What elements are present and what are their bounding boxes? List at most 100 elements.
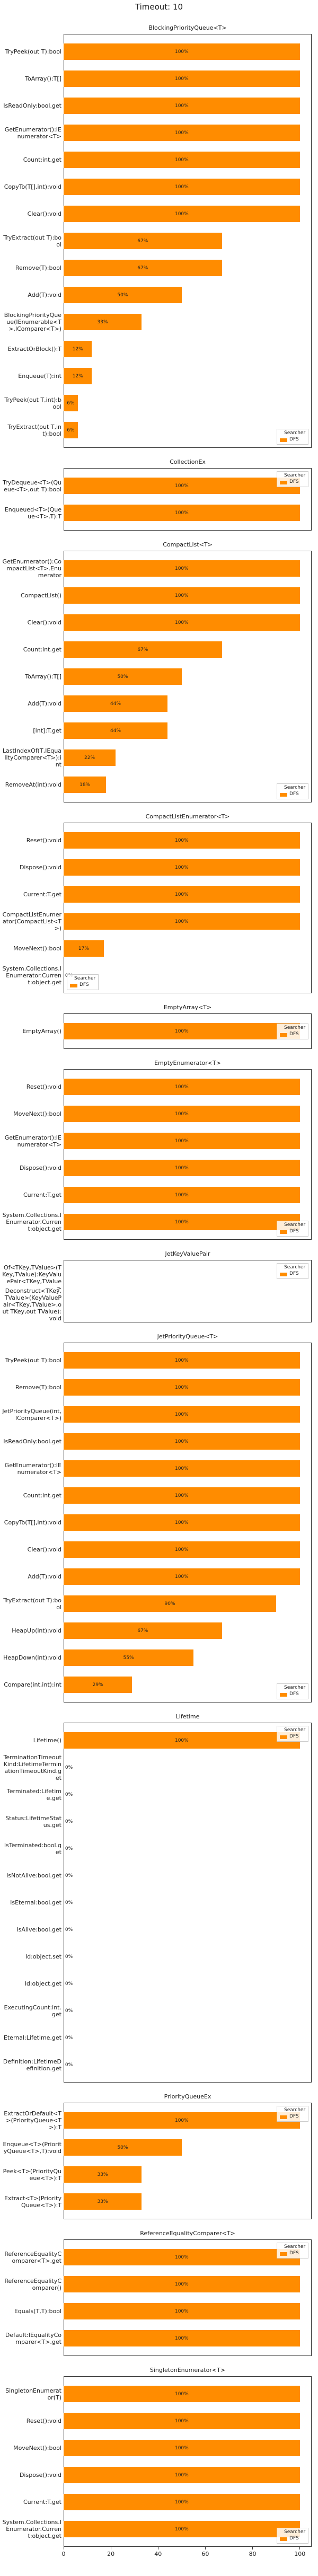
value-label: 33% [97, 2199, 108, 2204]
legend-title: Searcher [74, 976, 96, 981]
legend-label: DFS [289, 2536, 299, 2541]
y-tick-label: IsTerminated:bool.get [4, 1841, 61, 1856]
bar [64, 940, 104, 957]
legend [277, 1263, 308, 1279]
value-label: 50% [117, 2145, 128, 2150]
bar [64, 2193, 142, 2210]
y-tick-label: Compare(int,int):int [4, 1681, 61, 1688]
bar [64, 560, 300, 577]
bar [64, 2439, 300, 2457]
legend-swatch [280, 438, 287, 442]
value-label: 100% [174, 620, 189, 625]
bar [64, 1105, 300, 1123]
value-label: 50% [117, 292, 128, 298]
y-tick-label: BlockingPriorityQueue(IEnumerable<T>,ICo… [4, 312, 61, 332]
value-label: 17% [78, 946, 89, 951]
y-tick-label: ExecutingCount:int.get [4, 2004, 61, 2018]
y-tick-label: ToArray():T[] [25, 673, 61, 680]
chart-title: BlockingPriorityQueue<T> [148, 24, 227, 31]
value-label: 22% [84, 755, 95, 761]
y-tick-label: TerminationTimeoutKind:LifetimeTerminati… [3, 1753, 61, 1781]
legend [277, 429, 308, 445]
legend [277, 1221, 308, 1237]
y-tick-label: CopyTo(T[],int):void [4, 183, 61, 190]
legend-title: Searcher [284, 473, 306, 478]
plot-area [64, 1723, 312, 2083]
legend-title: Searcher [284, 2107, 306, 2113]
value-label: 100% [174, 2335, 189, 2341]
bar [64, 70, 300, 87]
y-tick-label: GetEnumerator():IEnumerator<T> [4, 1461, 61, 1476]
bar [64, 1022, 300, 1040]
bar [64, 232, 222, 250]
bar [64, 1379, 300, 1396]
value-label: 100% [174, 919, 189, 924]
y-tick-label: ReferenceEqualityComparer() [4, 2277, 61, 2291]
legend [67, 974, 99, 990]
y-tick-label: TryPeek(out T,int):bool [4, 396, 61, 410]
y-tick-label: IsReadOnly:bool.get [3, 102, 61, 109]
value-label: 100% [174, 2418, 189, 2424]
y-tick-label: MoveNext():bool [13, 945, 61, 952]
value-label: 100% [174, 510, 189, 516]
value-label: 67% [137, 647, 148, 652]
plot-area [64, 823, 312, 993]
y-tick-label: Count:int.get [23, 1492, 61, 1499]
bar [64, 2412, 300, 2430]
legend-title: Searcher [284, 1727, 306, 1733]
y-tick-label: Dispose():void [19, 2472, 61, 2478]
bar [64, 1213, 300, 1231]
legend-label: DFS [80, 982, 89, 987]
value-label: 0% [65, 1873, 73, 1878]
y-tick-label: CompactListEnumerator(CompactList<T>) [2, 911, 61, 932]
y-tick-label: Current:T.get [23, 2499, 61, 2506]
value-label: 100% [174, 1028, 189, 1034]
legend-title: Searcher [284, 1222, 306, 1228]
value-label: 100% [174, 1111, 189, 1117]
legend [277, 2243, 308, 2259]
bar [64, 367, 92, 385]
legend-title: Searcher [284, 1685, 306, 1690]
y-tick-label: CopyTo(T[],int):void [4, 1519, 61, 1526]
y-tick-label: GetEnumerator():IEnumerator<T> [4, 1134, 61, 1148]
bar [64, 477, 300, 495]
chart-title: CollectionEx [170, 458, 206, 465]
y-tick-label: ExtractOrDefault<T>(PriorityQueue<T>):T [4, 2110, 61, 2131]
value-label: 100% [174, 892, 189, 897]
value-label: 33% [97, 2172, 108, 2177]
legend-swatch [280, 793, 287, 797]
bar [64, 2166, 142, 2183]
chart-title: EmptyEnumerator<T> [154, 1060, 221, 1066]
chart-title: CompactList<T> [163, 541, 213, 548]
page-title: Timeout: 10 [135, 2, 183, 12]
plot-area [64, 2103, 312, 2219]
legend-title: Searcher [284, 430, 306, 436]
y-tick-label: TryExtract(out T):bool [3, 1596, 61, 1611]
bar [64, 340, 92, 358]
y-tick-label: GetEnumerator():IEnumerator<T> [4, 126, 61, 140]
bar [64, 695, 168, 712]
value-label: 12% [72, 373, 83, 379]
y-tick-label: Remove(T):bool [15, 264, 61, 271]
value-label: 29% [92, 1682, 103, 1688]
y-tick-label: IsAlive:bool.get [16, 1926, 61, 1933]
value-label: 100% [174, 2445, 189, 2451]
y-tick-label: [int]:T.get [33, 727, 61, 734]
bar [64, 1487, 300, 1504]
legend-swatch [280, 1693, 287, 1697]
bar [64, 178, 300, 196]
value-label: 33% [97, 319, 108, 325]
legend [277, 2106, 308, 2122]
y-tick-label: TryDequeue<T>(Queue<T>,out T):bool [3, 479, 61, 493]
bar [64, 2493, 300, 2511]
legend [277, 2528, 308, 2544]
bar [64, 1649, 194, 1666]
bar [64, 1132, 300, 1150]
bar [64, 2302, 300, 2320]
bar [64, 313, 142, 331]
legend-label: DFS [289, 1734, 299, 1739]
bar [64, 1568, 300, 1585]
bar [64, 2248, 300, 2266]
bar [64, 1732, 300, 1749]
value-label: 0% [65, 1792, 73, 1797]
